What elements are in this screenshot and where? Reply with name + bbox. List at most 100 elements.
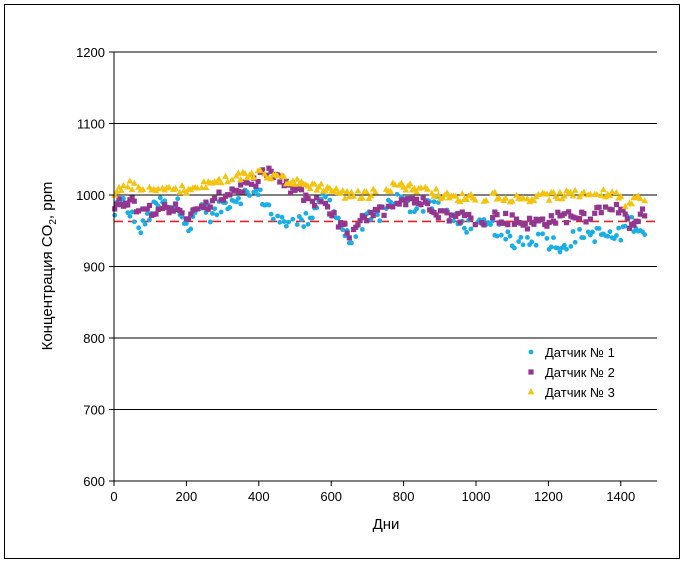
data-point — [303, 192, 309, 198]
data-point — [587, 216, 593, 222]
data-point — [227, 192, 233, 198]
data-point — [503, 210, 509, 217]
data-point — [253, 183, 259, 189]
data-point — [159, 205, 166, 212]
data-point — [500, 220, 507, 226]
data-point — [540, 231, 546, 237]
data-point — [224, 178, 232, 185]
data-point — [564, 246, 569, 252]
data-point — [331, 210, 337, 216]
x-tick-label-600: 600 — [320, 489, 342, 504]
data-point — [390, 204, 396, 210]
x-tick-label-800: 800 — [393, 489, 415, 504]
data-point — [146, 202, 153, 208]
data-point — [184, 221, 189, 226]
data-point — [561, 211, 567, 217]
data-point — [253, 188, 259, 194]
legend-label: Датчик № 3 — [545, 385, 615, 400]
data-point — [275, 213, 281, 219]
data-point — [131, 219, 137, 225]
gridlines — [114, 51, 657, 482]
data-point — [398, 179, 405, 186]
data-point — [505, 222, 511, 228]
data-point — [257, 187, 263, 193]
data-point — [277, 219, 283, 225]
data-point — [202, 183, 210, 190]
data-point — [305, 221, 311, 227]
data-point — [114, 201, 120, 207]
data-point — [359, 227, 365, 232]
data-point — [286, 219, 291, 225]
data-point — [357, 217, 363, 224]
data-point — [323, 194, 328, 200]
data-point — [127, 213, 133, 219]
data-point — [451, 218, 456, 224]
data-point — [494, 233, 500, 239]
x-tick-label-1400: 1400 — [606, 489, 635, 504]
data-point — [464, 230, 469, 235]
data-point — [216, 189, 222, 195]
data-point — [617, 192, 625, 199]
data-point — [569, 192, 577, 199]
data-point — [238, 182, 244, 188]
data-point — [311, 180, 318, 187]
data-point — [498, 232, 504, 238]
data-point — [443, 189, 451, 196]
data-point — [139, 186, 147, 193]
data-point — [618, 237, 624, 243]
data-point — [238, 201, 244, 207]
data-point — [165, 183, 173, 190]
data-point — [341, 194, 349, 201]
data-point — [482, 197, 490, 204]
data-point — [432, 185, 440, 192]
data-point — [288, 190, 294, 196]
data-point — [244, 180, 250, 186]
data-point — [616, 225, 622, 231]
data-point — [279, 214, 285, 220]
data-point — [111, 191, 119, 198]
data-point — [207, 219, 213, 225]
y-tick-label-1000: 1000 — [76, 188, 105, 203]
data-point — [303, 210, 309, 216]
data-point — [642, 232, 648, 237]
data-point — [396, 201, 402, 207]
data-point — [616, 210, 622, 216]
data-point — [188, 211, 194, 217]
data-point — [424, 200, 431, 207]
y-tick-label-1100: 1100 — [77, 117, 105, 132]
data-point — [413, 188, 421, 195]
data-point — [129, 209, 135, 215]
data-point — [256, 166, 264, 173]
data-point — [509, 212, 515, 218]
data-point — [377, 218, 383, 224]
data-point — [128, 186, 136, 193]
data-point — [586, 190, 594, 197]
data-point — [641, 197, 649, 204]
data-point — [124, 183, 132, 190]
data-point — [555, 245, 561, 251]
data-point — [162, 202, 168, 208]
legend-marker — [528, 349, 534, 355]
data-point — [433, 212, 439, 218]
data-point — [336, 215, 341, 221]
data-point — [624, 216, 630, 222]
data-point — [488, 222, 493, 227]
data-point — [628, 200, 636, 207]
data-point — [212, 206, 218, 212]
data-point — [455, 210, 461, 217]
data-point — [609, 207, 615, 213]
data-point — [346, 235, 352, 241]
data-point — [468, 226, 474, 232]
data-point — [637, 211, 643, 217]
data-point — [385, 203, 391, 209]
y-axis-title: Концентрация CO2, ppm — [39, 182, 59, 351]
data-point — [596, 226, 602, 231]
data-point — [631, 222, 637, 228]
data-point — [571, 186, 579, 193]
data-point — [420, 195, 426, 201]
data-point — [214, 212, 220, 218]
data-point — [220, 197, 226, 203]
data-point — [581, 235, 587, 241]
data-point — [414, 196, 420, 202]
